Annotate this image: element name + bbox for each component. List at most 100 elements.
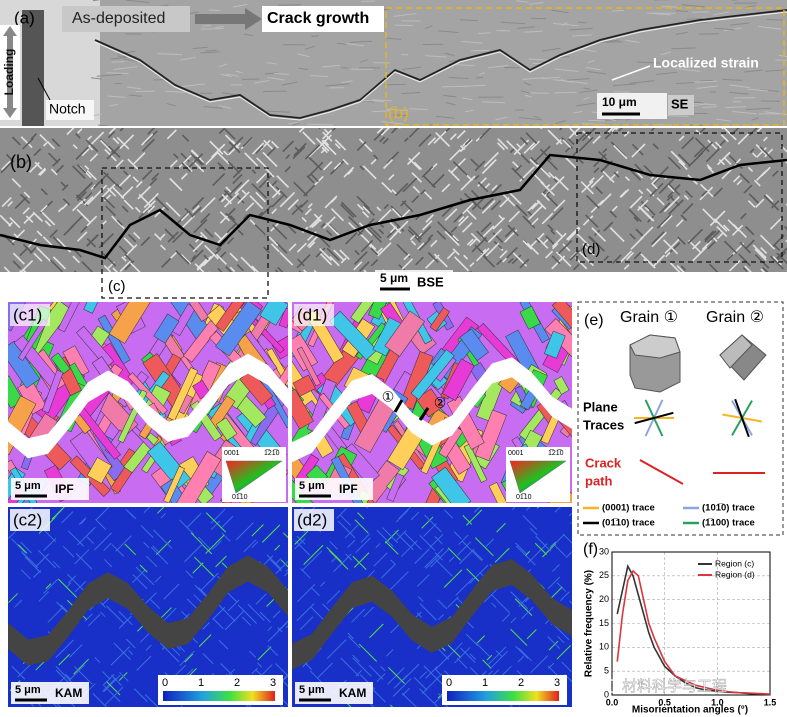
lamella xyxy=(639,226,654,241)
kam-texture xyxy=(69,644,83,658)
lamella xyxy=(742,267,748,272)
lamella xyxy=(370,247,380,257)
lamella xyxy=(12,252,25,265)
grain xyxy=(438,426,464,459)
lamella xyxy=(649,182,664,197)
crack-path xyxy=(639,459,684,485)
lamella xyxy=(704,230,715,241)
kam-texture xyxy=(162,607,177,622)
lamella xyxy=(386,225,400,239)
lamella xyxy=(237,191,250,204)
notch-dark xyxy=(22,10,44,126)
lamella xyxy=(296,242,307,253)
lamella xyxy=(541,212,554,225)
kam-texture xyxy=(358,643,378,662)
lamella xyxy=(706,164,713,170)
kam-texture xyxy=(419,688,438,707)
lamella xyxy=(287,198,299,211)
lamella xyxy=(378,228,385,235)
grain xyxy=(50,352,71,375)
texture xyxy=(304,45,316,50)
lamella xyxy=(306,175,315,184)
lamella xyxy=(628,208,642,223)
lamella xyxy=(223,192,240,208)
kam-texture xyxy=(45,583,52,589)
lamella xyxy=(631,143,646,158)
texture xyxy=(554,91,577,94)
lamella xyxy=(232,173,243,185)
kam-texture xyxy=(423,665,444,686)
kam-texture xyxy=(458,534,469,545)
lamella xyxy=(485,242,500,257)
lamella xyxy=(86,234,99,247)
lamella xyxy=(713,218,728,232)
kam-texture xyxy=(457,541,472,556)
lamella xyxy=(416,225,432,241)
lamella xyxy=(709,263,719,272)
lamella xyxy=(599,193,612,206)
lamella xyxy=(191,254,197,260)
texture xyxy=(745,4,757,8)
lamella xyxy=(637,199,649,212)
lamella xyxy=(639,207,655,222)
texture xyxy=(583,87,591,90)
grain xyxy=(463,443,488,483)
x-tick-label: 1.0 xyxy=(711,697,724,707)
crystal-top xyxy=(629,334,681,359)
texture xyxy=(478,32,491,35)
kam-texture xyxy=(185,570,194,579)
lamella xyxy=(462,201,475,215)
texture xyxy=(372,110,390,113)
lamella xyxy=(314,175,324,186)
lamella xyxy=(313,213,322,222)
kam-texture xyxy=(153,529,173,549)
lamella xyxy=(678,160,688,171)
lamella xyxy=(497,138,509,150)
kam-texture xyxy=(525,507,531,511)
lamella xyxy=(39,168,47,176)
lamella xyxy=(124,253,134,263)
lamella xyxy=(263,246,270,254)
lamella xyxy=(259,204,273,218)
kam-texture xyxy=(128,650,134,655)
kam-texture xyxy=(380,563,397,579)
lamella xyxy=(77,128,83,134)
kam-texture xyxy=(435,652,453,670)
kam-texture xyxy=(518,647,532,662)
texture xyxy=(200,51,221,54)
texture xyxy=(646,12,671,16)
grain xyxy=(442,358,475,401)
lamella xyxy=(728,259,741,272)
texture xyxy=(98,124,109,126)
lamella xyxy=(180,212,190,222)
texture xyxy=(758,25,781,30)
grain xyxy=(329,310,378,361)
kam-texture xyxy=(282,532,288,538)
lamella xyxy=(191,205,200,214)
texture xyxy=(110,56,129,60)
kam-texture xyxy=(224,611,244,631)
lamella xyxy=(784,225,787,230)
lamella xyxy=(670,150,683,163)
kam-texture xyxy=(143,507,151,514)
lamella xyxy=(452,234,460,242)
lamella xyxy=(49,229,58,239)
texture xyxy=(107,95,126,98)
kam-texture xyxy=(20,541,32,554)
kam-texture xyxy=(75,553,93,570)
lamella xyxy=(121,256,127,262)
lamella xyxy=(619,250,633,264)
texture xyxy=(266,110,290,113)
kam-texture xyxy=(435,559,453,577)
texture xyxy=(438,30,459,33)
lamella xyxy=(23,212,35,224)
kam-texture xyxy=(180,705,183,707)
lamella xyxy=(77,231,88,242)
lamella xyxy=(460,145,466,151)
kam-texture xyxy=(475,642,490,657)
texture xyxy=(554,68,579,73)
label: 5 μm xyxy=(380,271,408,285)
lamella xyxy=(112,137,120,145)
lamella xyxy=(251,265,260,272)
lamella xyxy=(651,182,658,190)
